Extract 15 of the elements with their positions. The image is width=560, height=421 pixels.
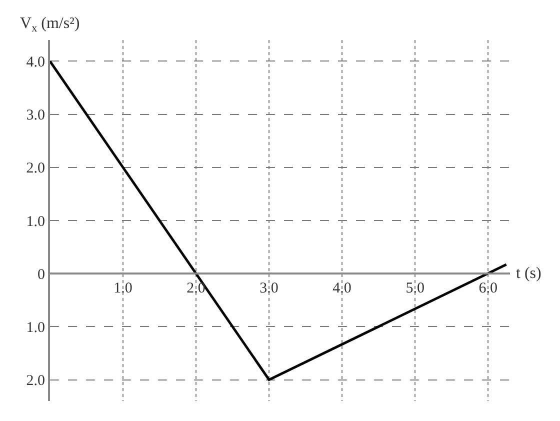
x-tick-label: 2.0 <box>186 280 206 297</box>
y-tick-label: 1.0 <box>26 214 45 230</box>
x-tick-label: 5.0 <box>406 280 424 297</box>
y-tick-label: 1.0 <box>26 320 45 336</box>
x-tick-label: 1.0 <box>114 280 132 297</box>
y-tick-label: 3.0 <box>26 108 45 124</box>
y-tick-label: 4.0 <box>26 54 45 70</box>
y-tick-label: 2.0 <box>26 373 45 390</box>
y-tick-label: 2.0 <box>26 160 45 177</box>
y-axis-title: V$_{x}$ (m/s²) <box>20 15 80 34</box>
x-tick-label: 4.0 <box>332 280 352 297</box>
y-tick-label: 0 <box>38 266 45 283</box>
x-axis-title: t (s) <box>516 265 542 282</box>
x-tick-label: 6.0 <box>478 280 498 297</box>
x-tick-label: 3.0 <box>260 280 278 297</box>
